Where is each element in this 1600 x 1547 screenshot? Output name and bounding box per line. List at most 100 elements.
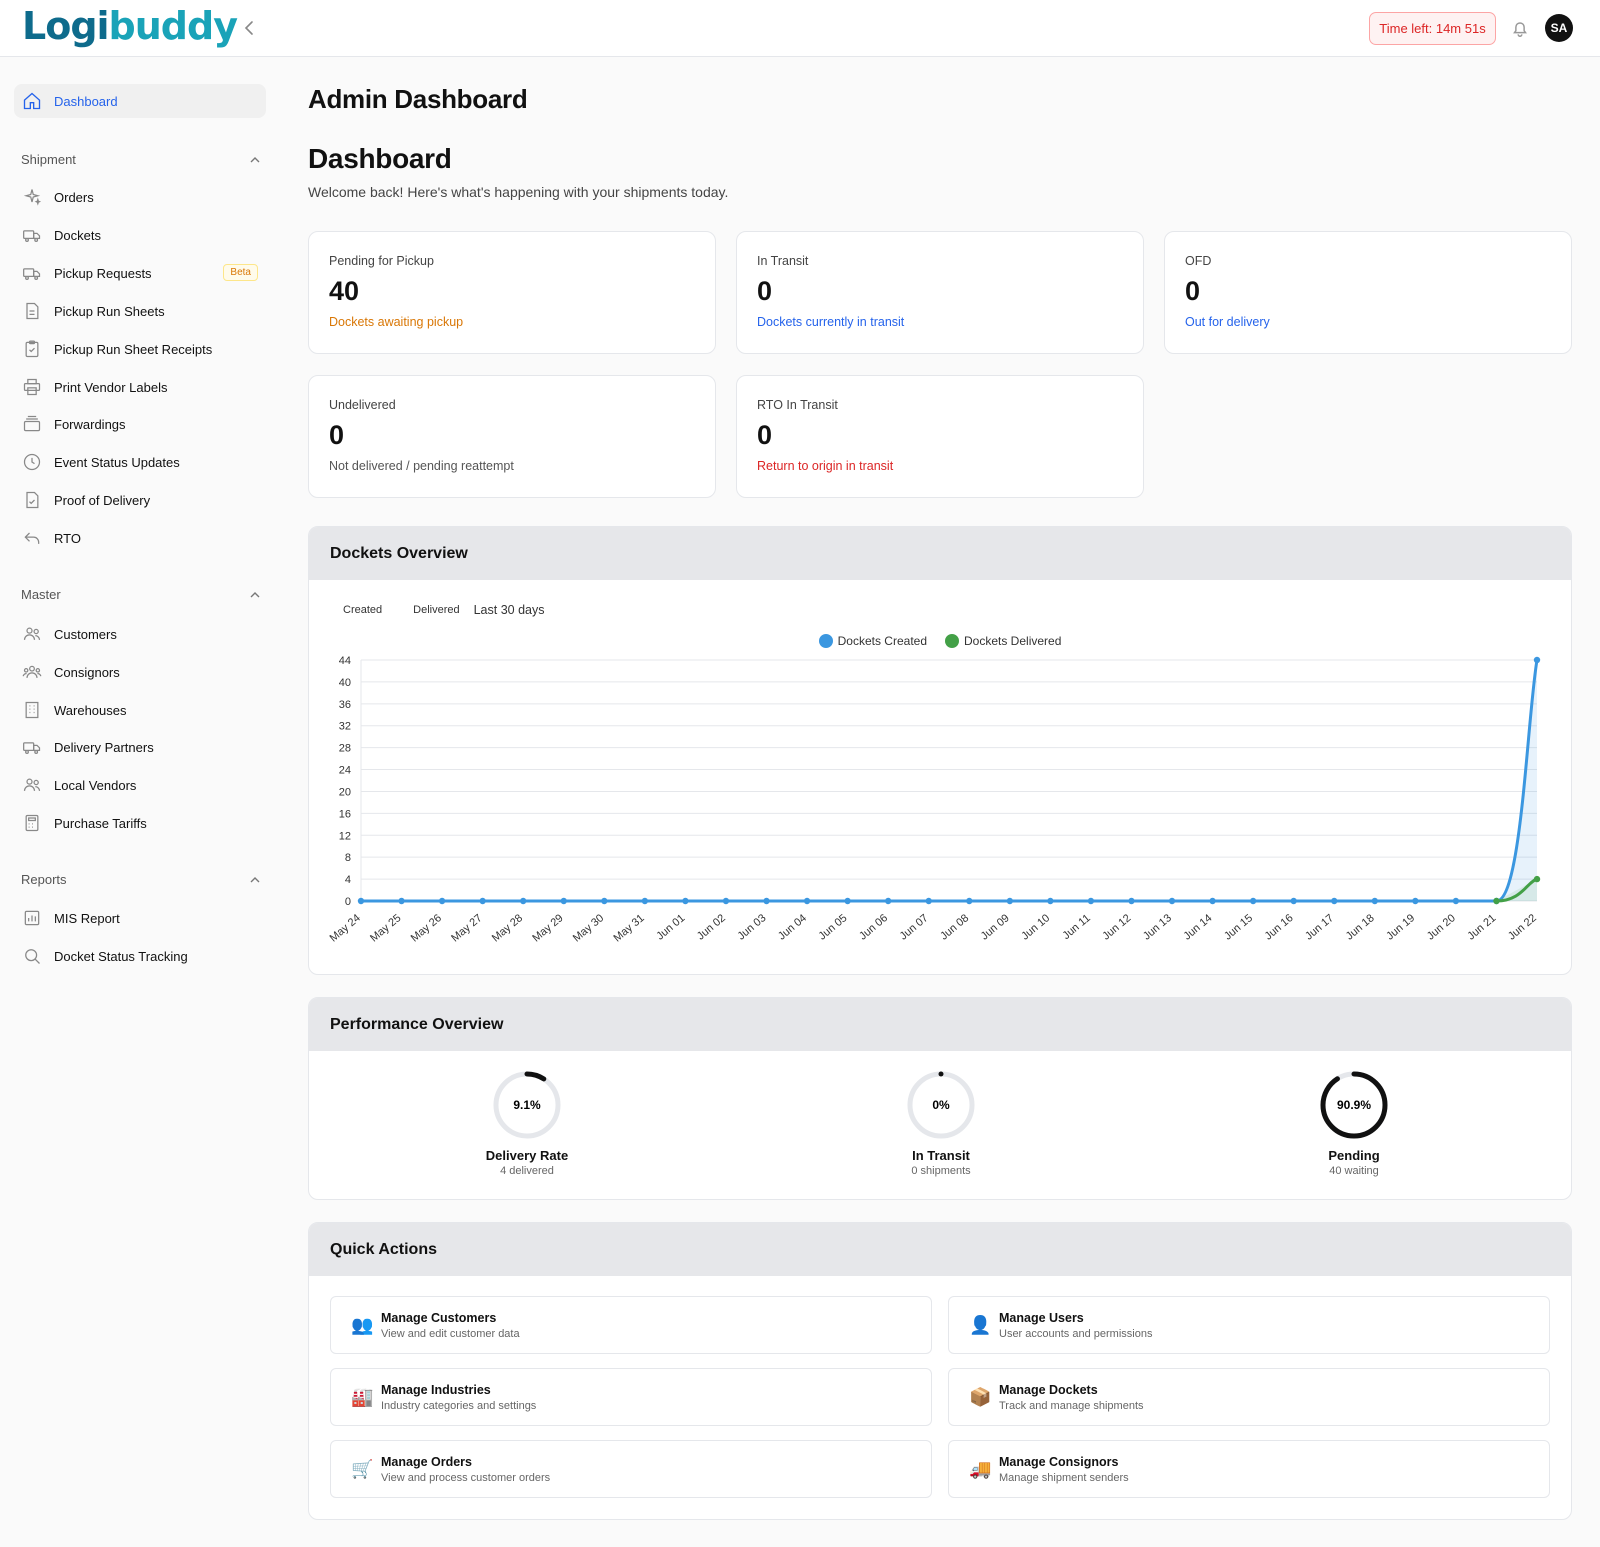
data-point [1047,897,1054,905]
data-point [1371,897,1378,905]
clock-icon [22,452,42,472]
data-point [844,897,851,905]
sidebar-item-pickup-run-sheets[interactable]: Pickup Run Sheets [14,294,266,328]
dockets-overview-panel: Dockets Overview Created Delivered Last … [308,526,1572,975]
sidebar-item-dashboard[interactable]: Dashboard [14,84,266,118]
quick-action-manage-customers[interactable]: 👥 Manage Customers View and edit customer… [330,1296,932,1354]
x-tick-label: Jun 11 [1060,912,1092,942]
sidebar-item-mis-report[interactable]: MIS Report [14,901,266,935]
data-point [601,897,608,905]
stat-card-pending-pickup[interactable]: Pending for Pickup 40 Dockets awaiting p… [308,231,716,354]
sidebar-item-rto[interactable]: RTO [14,521,266,555]
x-tick-label: Jun 10 [1019,912,1052,942]
sidebar-item-label: MIS Report [54,910,120,926]
x-tick-label: Jun 19 [1384,912,1417,942]
collapse-sidebar-button[interactable] [238,16,260,40]
data-point [1128,897,1135,905]
x-tick-label: Jun 08 [938,912,971,942]
cart-icon: 🛒 [351,1458,374,1479]
gauge-label: In Transit [912,1148,970,1163]
legend-item-delivered[interactable]: Dockets Delivered [945,634,1061,648]
quick-action-manage-users[interactable]: 👤 Manage Users User accounts and permissi… [948,1296,1550,1354]
stat-value: 40 [329,276,360,306]
quick-action-manage-consignors[interactable]: 🚚 Manage Consignors Manage shipment sende… [948,1440,1550,1498]
series-area [1496,660,1537,901]
sidebar-item-purchase-tariffs[interactable]: Purchase Tariffs [14,806,266,840]
users-icon: 👥 [351,1314,374,1335]
sidebar-item-warehouses[interactable]: Warehouses [14,693,266,727]
data-point [884,897,892,905]
sidebar-item-forwardings[interactable]: Forwardings [14,407,266,441]
x-tick-label: Jun 20 [1425,912,1458,942]
x-tick-label: Jun 16 [1263,912,1296,942]
sidebar-item-pickup-requests[interactable]: Pickup Requests Beta [14,256,266,290]
sidebar-item-consignors[interactable]: Consignors [14,655,266,689]
y-tick-label: 40 [339,677,351,689]
sidebar-item-label: Forwardings [54,416,126,432]
quick-action-manage-dockets[interactable]: 📦 Manage Dockets Track and manage shipmen… [948,1368,1550,1426]
data-point [1452,897,1460,905]
quick-action-title: Manage Industries [381,1382,491,1397]
stat-card-ofd[interactable]: OFD 0 Out for delivery [1164,231,1572,354]
notifications-button[interactable] [1509,17,1531,39]
gauge-value: 90.9% [1337,1098,1371,1112]
x-tick-label: May 25 [368,912,403,944]
y-tick-label: 36 [339,699,351,711]
logo[interactable]: Logibuddy [22,4,238,48]
stat-description: Dockets awaiting pickup [329,315,464,329]
stat-description: Out for delivery [1185,315,1270,329]
calculator-icon [22,813,42,833]
section-shipment-toggle[interactable]: Shipment [21,152,261,167]
user-group-icon [22,662,42,682]
gauge-value: 0% [932,1098,950,1112]
sidebar-item-customers[interactable]: Customers [14,617,266,651]
y-tick-label: 28 [339,743,351,755]
welcome-text: Welcome back! Here's what's happening wi… [308,184,729,200]
quick-action-description: Manage shipment senders [999,1471,1129,1484]
truck-icon [22,263,42,283]
sidebar-item-label: Purchase Tariffs [54,815,147,831]
quick-action-manage-industries[interactable]: 🏭 Manage Industries Industry categories a… [330,1368,932,1426]
quick-action-description: View and edit customer data [381,1327,520,1340]
sidebar-item-proof-of-delivery[interactable]: Proof of Delivery [14,483,266,517]
data-point [1249,897,1257,905]
legend-label: Dockets Created [837,634,927,648]
section-label: Reports [21,872,67,887]
x-tick-label: May 26 [409,912,444,944]
data-point [1331,897,1338,905]
stat-card-undelivered[interactable]: Undelivered 0 Not delivered / pending re… [308,375,716,498]
sidebar-item-label: Event Status Updates [54,454,180,470]
x-tick-label: Jun 12 [1100,912,1133,942]
gauge-label: Pending [1328,1148,1380,1163]
chevron-up-icon [250,876,260,882]
y-tick-label: 16 [339,808,351,820]
gauge-ring: 90.9% [1320,1071,1388,1139]
stat-value: 0 [1185,276,1201,306]
tab-created[interactable]: Created [343,604,383,616]
section-master-toggle[interactable]: Master [21,587,261,602]
stat-card-rto-in-transit[interactable]: RTO In Transit 0 Return to origin in tra… [736,375,1144,498]
sidebar-item-pickup-run-sheet-receipts[interactable]: Pickup Run Sheet Receipts [14,332,266,366]
quick-action-title: Manage Users [999,1310,1084,1325]
range-select[interactable]: Last 30 days [473,603,545,617]
sidebar-item-print-vendor-labels[interactable]: Print Vendor Labels [14,370,266,404]
tab-delivered[interactable]: Delivered [413,604,460,616]
gauge-ring: 9.1% [493,1071,561,1139]
sidebar-item-orders[interactable]: Orders [14,180,266,214]
user-avatar[interactable]: SA [1545,14,1573,42]
truck-icon [22,737,42,757]
stat-card-in-transit[interactable]: In Transit 0 Dockets currently in transi… [736,231,1144,354]
legend-item-created[interactable]: Dockets Created [818,634,927,648]
sidebar-item-docket-status-tracking[interactable]: Docket Status Tracking [14,939,266,973]
section-reports-toggle[interactable]: Reports [21,872,261,887]
quick-action-manage-orders[interactable]: 🛒 Manage Orders View and process customer… [330,1440,932,1498]
data-point [1533,656,1541,664]
sidebar-item-local-vendors[interactable]: Local Vendors [14,768,266,802]
sidebar-item-label: Dashboard [54,93,118,109]
x-tick-label: Jun 01 [654,912,687,942]
sidebar-item-event-status-updates[interactable]: Event Status Updates [14,445,266,479]
sidebar-item-delivery-partners[interactable]: Delivery Partners [14,730,266,764]
x-tick-label: Jun 09 [979,912,1012,942]
sidebar-item-dockets[interactable]: Dockets [14,218,266,252]
user-icon: 👤 [969,1314,992,1335]
